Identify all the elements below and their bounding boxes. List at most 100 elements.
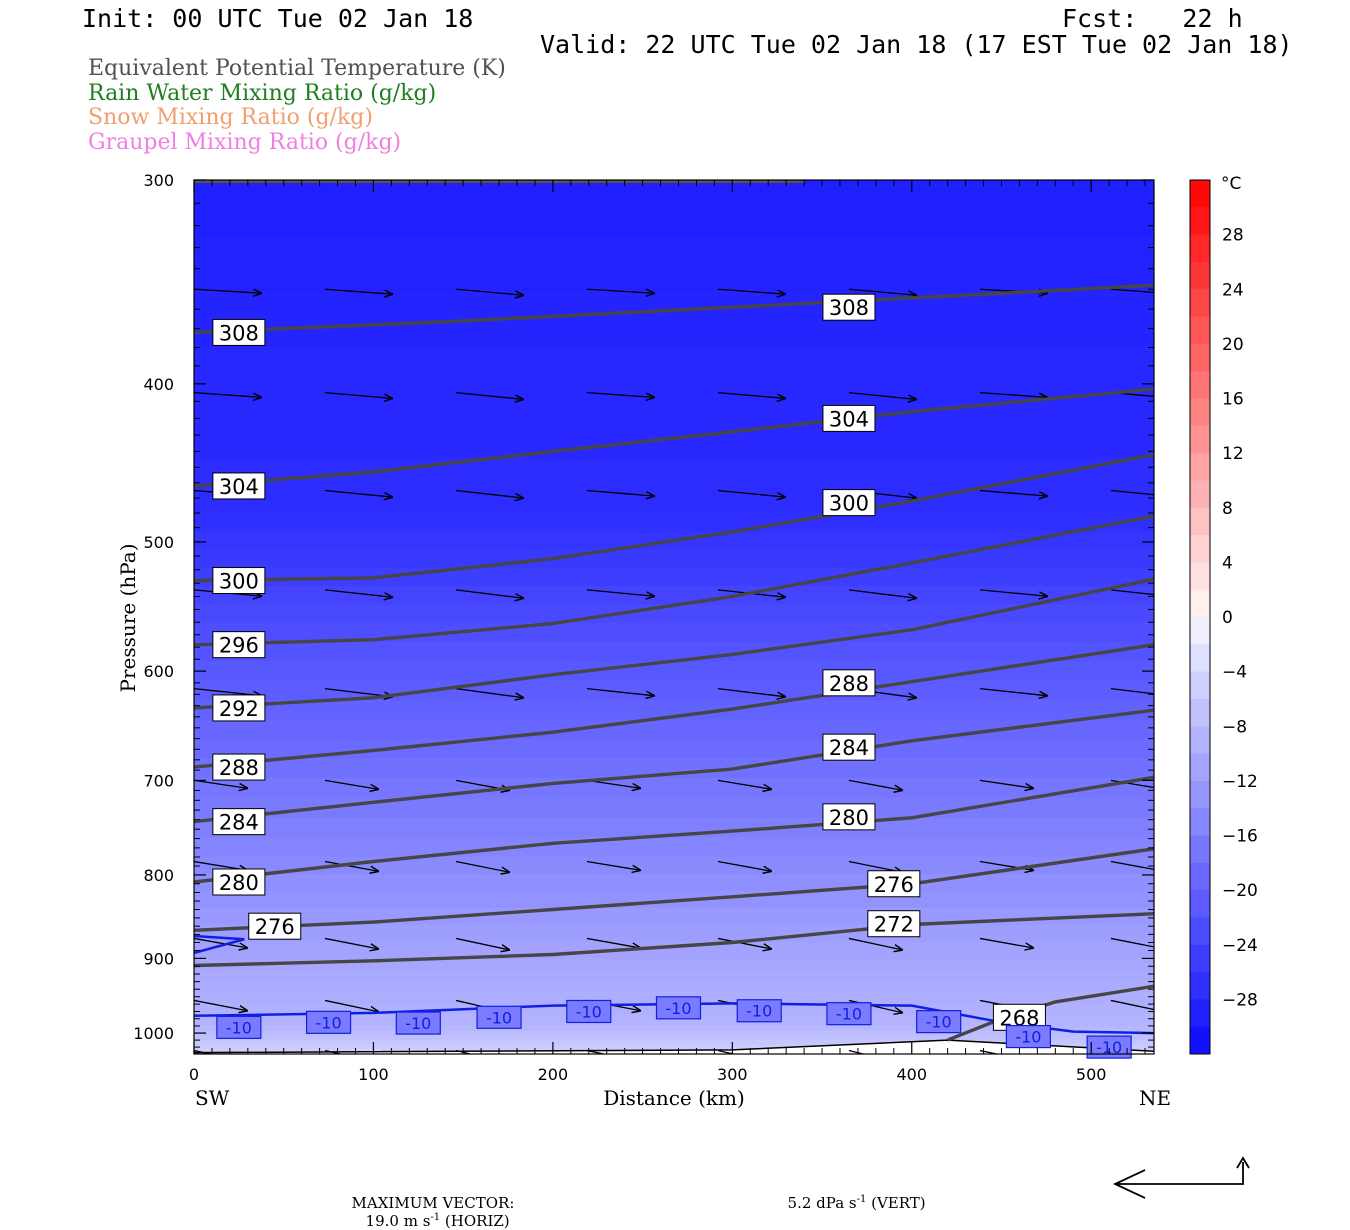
contour-label: 300 — [829, 492, 869, 516]
x-right-endpoint: NE — [1139, 1086, 1171, 1110]
x-tick-label: 100 — [358, 1065, 389, 1084]
isotherm-minus10-wedge — [194, 934, 245, 955]
horiz-value: 19.0 m s — [365, 1212, 431, 1230]
wind-vector — [586, 687, 655, 696]
temperature-band — [194, 1044, 1154, 1051]
wind-vector — [979, 589, 1048, 596]
wind-vector — [324, 589, 393, 597]
wind-vector — [717, 391, 786, 399]
temperature-band — [194, 1035, 1154, 1041]
contour-label-box — [212, 631, 266, 659]
wind-vector — [586, 289, 655, 293]
isotherm-label-box — [216, 1015, 262, 1039]
colorbar-label: −8 — [1222, 717, 1247, 737]
colorbar-label: 4 — [1222, 553, 1233, 573]
contour-label-box — [822, 733, 876, 761]
theta-e-contour-276 — [194, 847, 1154, 932]
contour-label: 300 — [219, 570, 259, 594]
colorbar-segment — [1190, 617, 1210, 645]
colorbar-label: 24 — [1222, 280, 1244, 300]
colorbar-label: 16 — [1222, 390, 1244, 410]
wind-vector — [324, 779, 379, 789]
temperature-band — [194, 1030, 1154, 1037]
wind-vector — [455, 937, 510, 950]
temperature-band — [194, 585, 1154, 606]
colorbar-segment — [1190, 261, 1210, 290]
temperature-band — [194, 180, 1154, 237]
y-tick-label: 1000 — [133, 1024, 174, 1043]
colorbar-segment — [1190, 890, 1210, 918]
x-tick-label: 500 — [1076, 1065, 1107, 1084]
wind-vector — [717, 779, 772, 789]
temperature-band — [194, 797, 1154, 819]
colorbar-segment — [1190, 917, 1210, 946]
wind-vector — [324, 860, 379, 872]
temperature-band — [194, 513, 1154, 533]
temperature-band — [194, 622, 1154, 643]
wind-vector — [1110, 687, 1154, 695]
wind-vector — [194, 391, 262, 398]
colorbar-segment — [1190, 808, 1210, 836]
theta-e-contour-296 — [194, 514, 1154, 647]
wind-vector — [848, 937, 903, 950]
isotherm-label-box — [655, 996, 702, 1020]
colorbar-segment — [1190, 835, 1210, 864]
wind-vector — [717, 489, 786, 498]
wind-vector — [586, 391, 655, 398]
wind-vector — [717, 860, 772, 872]
colorbar-segment — [1190, 371, 1210, 399]
contour-label-box — [212, 318, 266, 346]
y-tick-label: 600 — [143, 662, 174, 681]
colorbar-segment — [1190, 1026, 1210, 1055]
contour-label: 284 — [219, 811, 259, 835]
temperature-band — [194, 873, 1154, 892]
wind-vector — [717, 937, 772, 949]
y-tick-label: 900 — [143, 949, 174, 968]
wind-vector — [455, 589, 524, 598]
legend-entry: Snow Mixing Ratio (g/kg) — [88, 105, 373, 130]
isotherm-label: -10 — [836, 1005, 862, 1024]
wind-vector — [979, 489, 1048, 497]
colorbar-segment — [1190, 644, 1210, 673]
wind-vector — [455, 391, 524, 400]
temperature-band — [194, 969, 1154, 982]
temperature-band — [194, 549, 1154, 569]
wind-vector — [1110, 489, 1154, 496]
wind-vector — [586, 937, 641, 948]
contour-label-box — [212, 567, 266, 595]
isotherm-label-box — [736, 999, 782, 1023]
contour-label: 276 — [255, 915, 295, 939]
valid-time: Valid: 22 UTC Tue 02 Jan 18 (17 EST Tue … — [540, 30, 1293, 59]
contour-label: 308 — [829, 296, 869, 320]
wind-vector — [194, 1049, 214, 1054]
wind-vector — [455, 288, 524, 295]
colorbar-segment — [1190, 316, 1210, 345]
contour-label-box — [867, 870, 921, 898]
isotherm-label: -10 — [486, 1008, 512, 1027]
colorbar-segment — [1190, 234, 1210, 263]
temperature-band — [194, 958, 1154, 971]
theta-e-contour-304 — [194, 387, 1154, 488]
temperature-band — [194, 924, 1154, 943]
temperature-band — [194, 402, 1154, 459]
contour-label-box — [212, 808, 266, 836]
theta-e-contour-308 — [194, 283, 1154, 335]
contour-label: 288 — [829, 672, 869, 696]
wind-vector — [586, 589, 655, 596]
y-tick-label: 700 — [143, 771, 174, 790]
wind-vector — [324, 937, 379, 949]
colorbar-segment — [1190, 207, 1210, 236]
isotherm-label: -10 — [1096, 1038, 1122, 1057]
temperature-band — [194, 778, 1154, 799]
wind-vector — [194, 289, 262, 293]
contour-label-box — [822, 669, 876, 697]
terrain — [194, 1040, 1154, 1054]
wind-vector — [324, 288, 393, 294]
isotherm-label-box — [1005, 1024, 1051, 1049]
wind-vector — [586, 860, 641, 871]
temperature-band — [194, 738, 1154, 760]
colorbar-label: 8 — [1222, 499, 1233, 519]
temperature-band — [194, 817, 1154, 839]
temperature-band — [194, 758, 1154, 780]
y-tick-label: 400 — [143, 375, 174, 394]
